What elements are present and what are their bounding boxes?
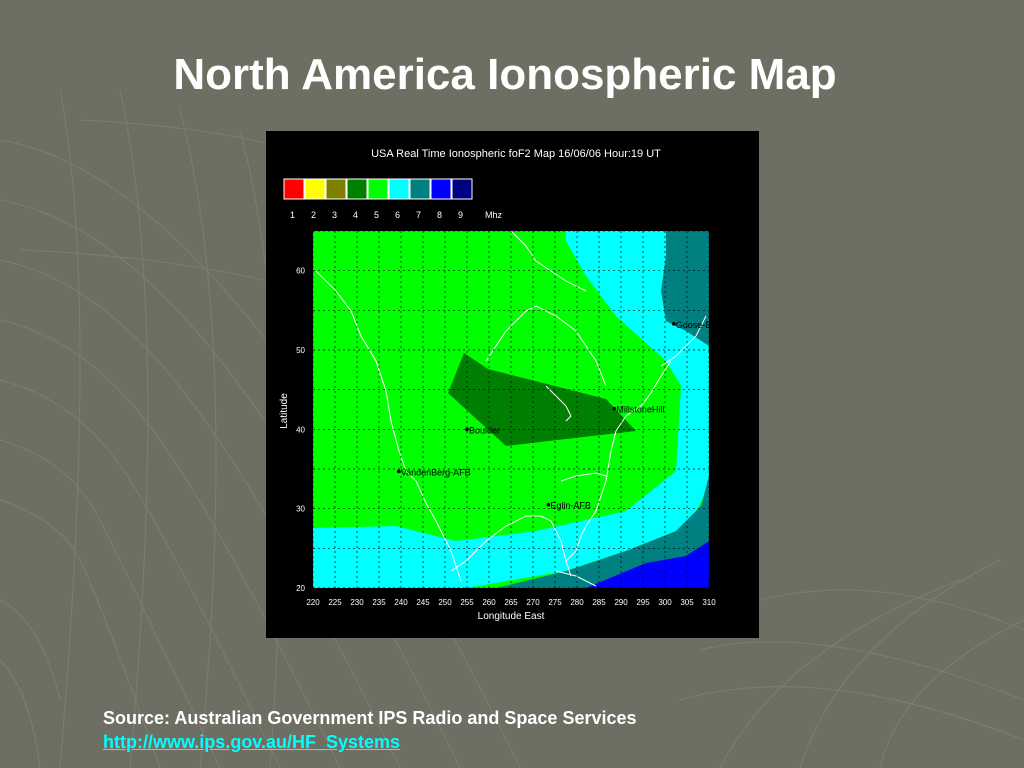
station-marker bbox=[672, 322, 676, 326]
x-tick-label: 250 bbox=[438, 598, 452, 607]
legend-label: 4 bbox=[353, 210, 358, 220]
ionospheric-map: USA Real Time Ionospheric foF2 Map 16/06… bbox=[266, 131, 759, 638]
station-markers: Goose-B MillstoneHill Boulder VandenBerg-AF… bbox=[397, 320, 711, 511]
legend-swatch bbox=[430, 178, 452, 200]
x-tick-label: 310 bbox=[702, 598, 716, 607]
station-marker bbox=[546, 502, 551, 507]
legend-label: 1 bbox=[290, 210, 295, 220]
region-7mhz-south bbox=[496, 476, 709, 588]
station-label: Eglin-AFB bbox=[550, 501, 591, 511]
x-tick-label: 240 bbox=[394, 598, 408, 607]
source-link[interactable]: http://www.ips.gov.au/HF_Systems bbox=[103, 732, 401, 752]
region-4mhz bbox=[448, 353, 636, 446]
legend-swatch bbox=[367, 178, 389, 200]
legend-swatch bbox=[304, 178, 326, 200]
x-tick-label: 235 bbox=[372, 598, 386, 607]
legend-swatch bbox=[451, 178, 473, 200]
y-tick-label: 20 bbox=[296, 584, 305, 593]
region-7mhz bbox=[661, 231, 709, 346]
legend-swatch bbox=[388, 178, 410, 200]
y-tick-label: 60 bbox=[296, 267, 305, 276]
x-tick-label: 290 bbox=[614, 598, 628, 607]
y-axis-ticks: 60 50 40 30 20 bbox=[296, 267, 305, 593]
foF2-contours bbox=[313, 231, 709, 588]
legend-label: 6 bbox=[395, 210, 400, 220]
legend-unit: Mhz bbox=[485, 210, 503, 220]
legend-swatch bbox=[409, 178, 431, 200]
x-tick-label: 275 bbox=[548, 598, 562, 607]
station-label: Goose-B bbox=[676, 320, 712, 330]
y-tick-label: 40 bbox=[296, 425, 305, 434]
station-marker bbox=[465, 427, 469, 432]
legend-label: 5 bbox=[374, 210, 379, 220]
x-axis-ticks: 220 225 230 235 240 245 250 255 260 265 270 275 280 2… bbox=[306, 598, 716, 607]
x-tick-label: 225 bbox=[328, 598, 342, 607]
x-tick-label: 300 bbox=[658, 598, 672, 607]
legend-label: 7 bbox=[416, 210, 421, 220]
x-tick-label: 285 bbox=[592, 598, 606, 607]
x-tick-label: 270 bbox=[526, 598, 540, 607]
legend-swatch bbox=[325, 178, 347, 200]
station-label: Boulder bbox=[469, 425, 500, 435]
x-tick-label: 295 bbox=[636, 598, 650, 607]
x-tick-label: 305 bbox=[680, 598, 694, 607]
legend-label: 2 bbox=[311, 210, 316, 220]
x-tick-label: 230 bbox=[350, 598, 364, 607]
source-text: Source: Australian Government IPS Radio … bbox=[103, 708, 637, 728]
y-axis-label: Latitude bbox=[279, 393, 290, 429]
map-figure: USA Real Time Ionospheric foF2 Map 16/06… bbox=[279, 148, 716, 622]
x-tick-label: 280 bbox=[570, 598, 584, 607]
region-8mhz bbox=[586, 541, 709, 588]
station-marker bbox=[397, 469, 401, 474]
station-marker bbox=[612, 406, 617, 411]
y-tick-label: 50 bbox=[296, 346, 305, 355]
x-tick-label: 265 bbox=[504, 598, 518, 607]
legend-swatch bbox=[346, 178, 368, 200]
x-axis-label: Longitude East bbox=[478, 611, 545, 622]
x-tick-label: 245 bbox=[416, 598, 430, 607]
station-label: MillstoneHill bbox=[616, 405, 664, 415]
x-tick-label: 260 bbox=[482, 598, 496, 607]
map-grid bbox=[312, 230, 710, 589]
y-tick-label: 30 bbox=[296, 505, 305, 514]
color-legend: 1 2 3 4 5 6 7 8 9 bbox=[283, 178, 473, 220]
legend-label: 8 bbox=[437, 210, 442, 220]
coastlines bbox=[315, 230, 707, 587]
slide-title: North America Ionospheric Map bbox=[173, 50, 837, 99]
station-label: VandenBerg-AFB bbox=[401, 467, 471, 477]
x-tick-label: 255 bbox=[460, 598, 474, 607]
legend-label: 3 bbox=[332, 210, 337, 220]
map-title: USA Real Time Ionospheric foF2 Map 16/06… bbox=[371, 148, 661, 160]
legend-label: 9 bbox=[458, 210, 463, 220]
legend-swatch bbox=[283, 178, 305, 200]
x-tick-label: 220 bbox=[306, 598, 320, 607]
